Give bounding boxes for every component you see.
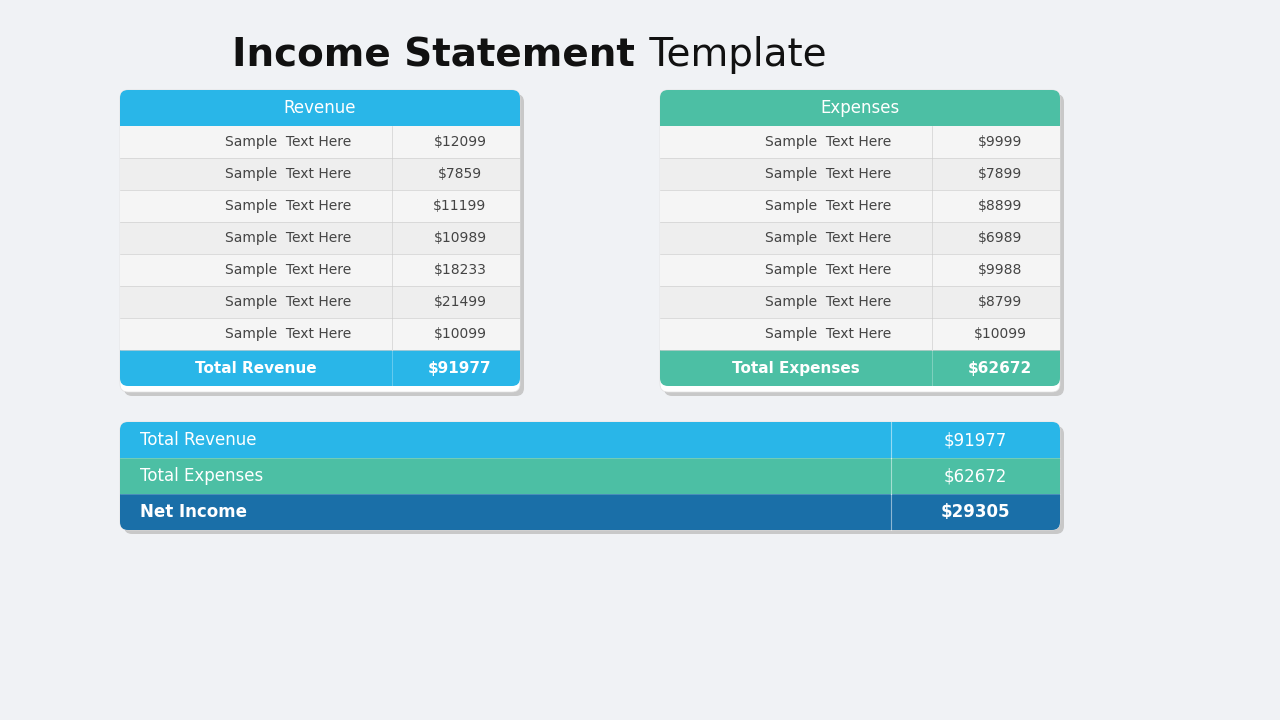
FancyBboxPatch shape [120,458,1060,494]
FancyBboxPatch shape [120,350,520,386]
Text: $10099: $10099 [974,327,1027,341]
FancyBboxPatch shape [660,254,1060,286]
FancyBboxPatch shape [120,108,520,126]
FancyBboxPatch shape [120,422,1060,458]
Text: Sample  Text Here: Sample Text Here [225,135,351,149]
Text: $62672: $62672 [968,361,1032,376]
Text: $10099: $10099 [434,327,486,341]
FancyBboxPatch shape [120,350,520,368]
FancyBboxPatch shape [660,90,1060,392]
Text: $10989: $10989 [434,231,486,245]
Text: $8799: $8799 [978,295,1023,309]
FancyBboxPatch shape [120,90,520,392]
Text: Net Income: Net Income [140,503,247,521]
FancyBboxPatch shape [120,254,520,286]
Text: Expenses: Expenses [820,99,900,117]
Text: Income Statement: Income Statement [232,36,635,74]
FancyBboxPatch shape [660,108,1060,126]
Text: $9999: $9999 [978,135,1023,149]
Text: $21499: $21499 [434,295,486,309]
Text: Total Expenses: Total Expenses [732,361,860,376]
FancyBboxPatch shape [120,126,520,158]
FancyBboxPatch shape [120,494,1060,530]
Text: Sample  Text Here: Sample Text Here [765,135,891,149]
FancyBboxPatch shape [124,426,1064,534]
FancyBboxPatch shape [120,158,520,190]
Text: Sample  Text Here: Sample Text Here [765,167,891,181]
FancyBboxPatch shape [120,222,520,254]
Text: $91977: $91977 [943,431,1007,449]
Text: $12099: $12099 [434,135,486,149]
Text: Sample  Text Here: Sample Text Here [225,167,351,181]
Text: $29305: $29305 [941,503,1010,521]
Text: Total Expenses: Total Expenses [140,467,264,485]
FancyBboxPatch shape [124,94,524,396]
Text: Sample  Text Here: Sample Text Here [225,199,351,213]
FancyBboxPatch shape [660,286,1060,318]
Text: $9988: $9988 [978,263,1023,277]
Text: $8899: $8899 [978,199,1023,213]
FancyBboxPatch shape [120,90,520,126]
Text: Total Revenue: Total Revenue [140,431,256,449]
Text: Sample  Text Here: Sample Text Here [225,231,351,245]
FancyBboxPatch shape [120,286,520,318]
Text: $18233: $18233 [434,263,486,277]
FancyBboxPatch shape [120,494,1060,512]
FancyBboxPatch shape [660,90,1060,126]
Text: Sample  Text Here: Sample Text Here [765,231,891,245]
FancyBboxPatch shape [660,190,1060,222]
FancyBboxPatch shape [660,222,1060,254]
Text: Sample  Text Here: Sample Text Here [225,295,351,309]
Text: $7899: $7899 [978,167,1023,181]
FancyBboxPatch shape [120,190,520,222]
FancyBboxPatch shape [660,158,1060,190]
Text: $6989: $6989 [978,231,1023,245]
Text: Sample  Text Here: Sample Text Here [765,327,891,341]
FancyBboxPatch shape [660,350,1060,386]
Text: Sample  Text Here: Sample Text Here [765,199,891,213]
Text: Revenue: Revenue [284,99,356,117]
Text: Sample  Text Here: Sample Text Here [765,295,891,309]
Text: Sample  Text Here: Sample Text Here [225,263,351,277]
Text: Template: Template [637,36,827,74]
Text: $91977: $91977 [429,361,492,376]
FancyBboxPatch shape [120,318,520,350]
FancyBboxPatch shape [120,422,1060,530]
FancyBboxPatch shape [664,94,1064,396]
Text: Sample  Text Here: Sample Text Here [225,327,351,341]
Text: Sample  Text Here: Sample Text Here [765,263,891,277]
Text: Total Revenue: Total Revenue [195,361,317,376]
FancyBboxPatch shape [660,126,1060,158]
Text: $11199: $11199 [434,199,486,213]
FancyBboxPatch shape [660,318,1060,350]
Text: $7859: $7859 [438,167,483,181]
FancyBboxPatch shape [660,350,1060,368]
FancyBboxPatch shape [120,440,1060,458]
Text: $62672: $62672 [943,467,1007,485]
